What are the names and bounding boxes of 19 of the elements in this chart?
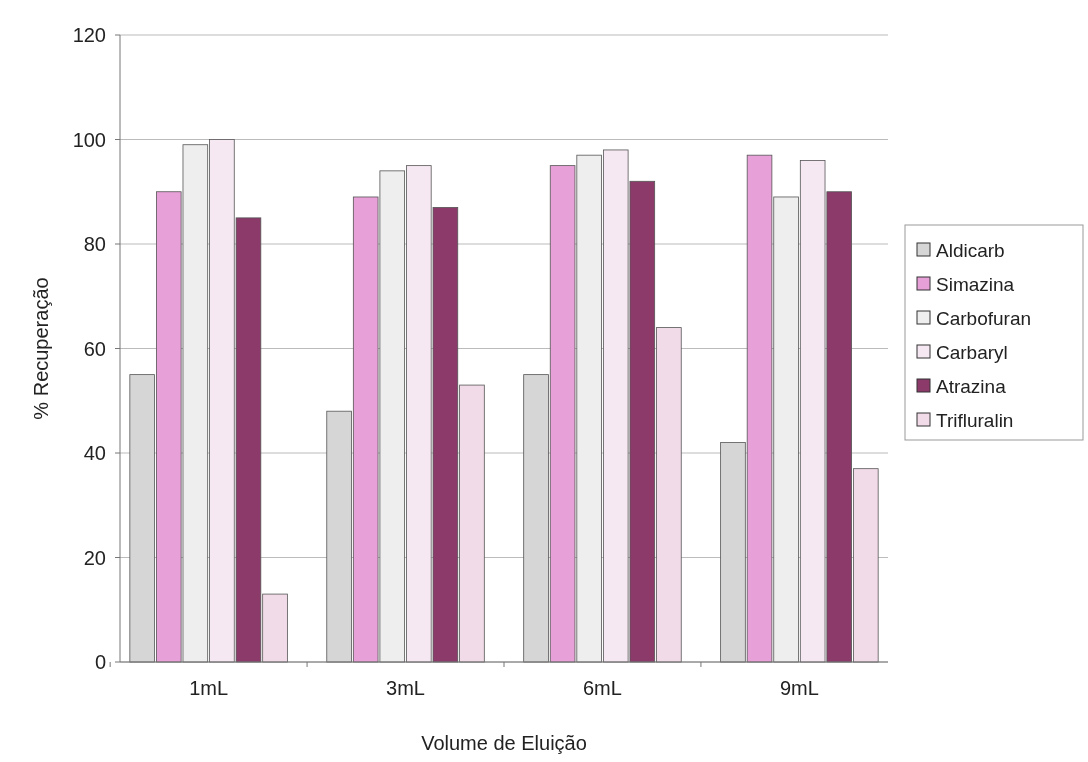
legend-label: Carbofuran xyxy=(936,307,1032,329)
legend-label: Atrazina xyxy=(936,375,1007,397)
y-tick-label: 80 xyxy=(83,233,106,255)
legend-label: Trifluralin xyxy=(936,409,1014,431)
y-tick-label: 60 xyxy=(83,337,106,360)
legend-label: Aldicarb xyxy=(936,239,1005,261)
y-tick-label: 120 xyxy=(72,24,106,46)
x-tick-label: 3mL xyxy=(386,677,425,699)
legend-label: Carbaryl xyxy=(936,341,1008,363)
x-tick-label: 1mL xyxy=(189,677,229,699)
y-tick-label: 20 xyxy=(83,546,106,569)
x-tick-label: 9mL xyxy=(779,677,819,699)
y-tick-label: 100 xyxy=(72,128,106,151)
x-axis-title: Volume de Eluição xyxy=(421,732,587,754)
y-axis-title: % Recuperação xyxy=(30,277,52,420)
legend-label: Simazina xyxy=(936,273,1015,295)
x-tick-label: 6mL xyxy=(583,677,622,699)
y-tick-label: 40 xyxy=(83,442,106,464)
y-tick-label: 0 xyxy=(94,651,106,673)
